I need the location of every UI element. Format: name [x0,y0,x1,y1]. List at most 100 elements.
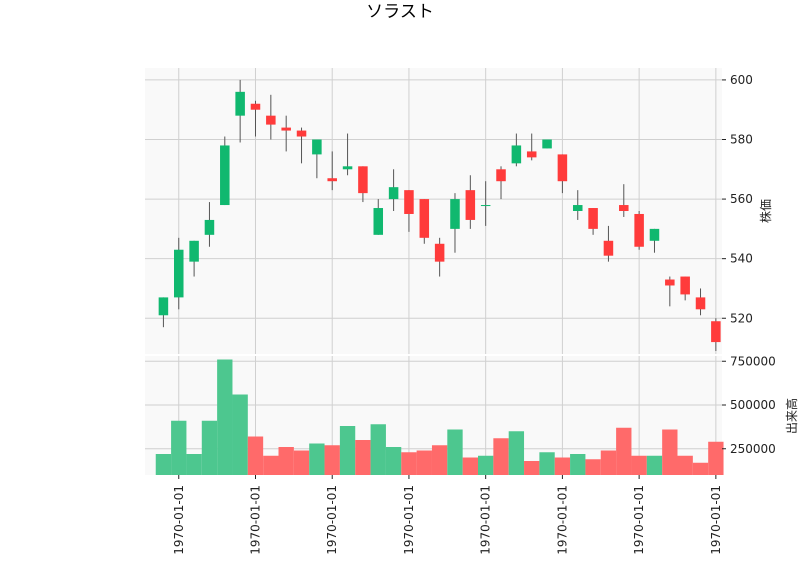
volume-bar [263,455,279,475]
candle-body [465,190,476,220]
candle-body [204,219,215,235]
volume-bar [524,461,540,475]
candle-body [557,154,568,182]
candle-body [404,190,414,214]
volume-bar [478,455,494,475]
x-tick-label: 1970-01-01 [325,485,339,555]
candle-body [450,199,460,229]
x-tick-label: 1970-01-01 [248,485,262,555]
price-panel-background [145,68,722,354]
volume-bar [309,443,325,475]
candle-body [220,145,230,206]
candle-body [419,199,430,238]
x-tick-label: 1970-01-01 [479,485,493,555]
x-axis-ticks: 1970-01-01 1970-01-01 1970-01-01 1970-01-01… [172,475,723,555]
volume-bar [278,447,294,475]
candle-body [695,297,706,310]
volume-bar [385,447,402,475]
volume-bar [600,450,617,475]
candle-body [511,145,522,164]
candle-body [250,103,261,110]
x-tick-label: 1970-01-01 [402,485,416,555]
volume-bar [217,359,233,475]
volume-bar [370,424,386,475]
candle-body [649,228,660,241]
volume-axis-ticks: 250000 500000 750000 [722,354,776,456]
volume-bar [355,440,371,475]
volume-bar [539,452,555,475]
candle-body [634,213,644,247]
volume-bar [493,438,509,475]
volume-bar [171,420,187,475]
volume-bar [293,450,310,475]
volume-bar [232,394,248,475]
x-tick-label: 1970-01-01 [632,485,646,555]
candle-body [358,166,368,194]
price-axis-ticks: 520 540 560 580 600 [722,73,753,325]
candle-body [388,187,399,200]
volume-bar [554,457,571,475]
candle-body [434,243,445,262]
candle-body [174,249,184,298]
candle-body [680,276,690,295]
volume-bar [462,457,479,475]
candle-body [572,205,583,211]
price-axis-label: 株価 [758,199,773,223]
volume-bar [508,431,525,475]
candle-body [235,91,245,116]
price-tick-label: 580 [730,133,753,147]
volume-bar [339,426,356,475]
candle-body [158,297,169,316]
x-tick-label: 1970-01-01 [709,485,723,555]
volume-bar [692,462,709,475]
volume-bar [201,420,218,475]
candle-body [711,321,721,343]
volume-bar [631,455,647,475]
volume-bar [646,455,663,475]
x-tick-label: 1970-01-01 [555,485,569,555]
volume-bar [186,454,202,475]
volume-bar [585,459,601,475]
price-candles [158,79,721,352]
price-tick-label: 540 [730,252,753,266]
candle-body [480,205,491,207]
volume-tick-label: 500000 [730,398,776,412]
volume-tick-label: 750000 [730,354,776,368]
candle-body [665,279,675,286]
volume-bar [247,436,264,475]
volume-tick-label: 250000 [730,442,776,456]
candle-body [526,151,537,158]
chart-title: ソラスト [366,2,434,22]
x-tick-label: 1970-01-01 [172,485,186,555]
candle-body [588,208,598,229]
candle-body [619,205,629,211]
price-tick-label: 600 [730,73,753,87]
volume-bar [570,454,586,475]
volume-axis-label: 出来高 [784,398,799,434]
volume-bar [431,445,448,475]
candle-body [296,130,307,137]
price-tick-label: 520 [730,311,753,325]
volume-bar [447,429,463,475]
candle-body [327,178,337,182]
volume-bar [708,441,724,475]
candle-body [373,208,384,235]
volume-bar [155,454,172,475]
candle-body [266,115,276,125]
volume-bars [155,359,724,475]
candle-body [342,166,353,170]
candle-body [542,139,552,149]
price-grid [145,79,722,319]
candle-body [189,240,199,262]
volume-bar [662,429,678,475]
volume-bar [677,455,693,475]
volume-bar [416,450,432,475]
volume-bar [324,445,340,475]
candle-body [603,240,614,256]
candle-body [496,169,506,182]
candle-body [312,139,322,155]
volume-bar [616,427,632,475]
price-tick-label: 560 [730,192,753,206]
volume-bar [401,452,417,475]
